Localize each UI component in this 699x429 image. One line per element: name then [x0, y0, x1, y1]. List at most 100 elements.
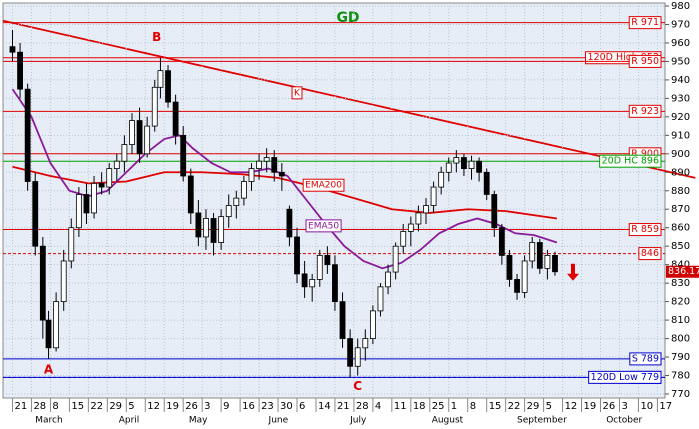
- candle-body: [339, 301, 346, 339]
- y-tick-label: 970: [671, 19, 690, 30]
- candle-body: [187, 175, 194, 214]
- x-tick-label: 28: [356, 401, 369, 412]
- annotation: K: [294, 88, 301, 98]
- x-tick-label: 23: [261, 401, 274, 412]
- ema-line: [12, 165, 558, 220]
- level-label-box: [628, 54, 662, 68]
- x-tick-label: 26: [603, 401, 616, 412]
- level-label-box: [638, 247, 662, 261]
- current-price-label: 836.17: [668, 266, 699, 277]
- candle-body: [144, 125, 151, 155]
- x-tick-label: 9: [223, 401, 229, 412]
- candle-body: [445, 162, 452, 173]
- candle-body: [385, 271, 391, 288]
- level-label-box: [599, 154, 662, 168]
- month-label: April: [119, 416, 140, 426]
- candle-body: [506, 255, 513, 280]
- candle-body: [294, 236, 300, 275]
- y-tick-label: 930: [671, 93, 690, 104]
- annotation-box: [302, 178, 345, 192]
- x-tick-label: 25: [432, 401, 445, 412]
- annotation-box: [305, 219, 342, 233]
- x-tick-label: 29: [527, 401, 540, 412]
- x-tick-label: 12: [565, 401, 578, 412]
- candle-body: [225, 205, 232, 218]
- x-tick-label: 8: [470, 401, 476, 412]
- candle-body: [347, 338, 354, 367]
- candle-body: [529, 242, 536, 262]
- candle-body: [68, 227, 75, 262]
- current-price-box: [666, 265, 699, 278]
- y-tick-label: 940: [671, 75, 690, 86]
- y-tick-label: 900: [671, 149, 690, 160]
- x-tick-label: 19: [166, 401, 179, 412]
- candle-body: [256, 160, 262, 169]
- y-tick-label: 950: [671, 56, 690, 67]
- x-tick-label: 1: [451, 401, 457, 412]
- candle-body: [218, 216, 225, 243]
- candle-body: [521, 260, 528, 293]
- annotation-box: [291, 86, 303, 100]
- candle-body: [354, 347, 361, 367]
- candle-body: [91, 182, 97, 214]
- level-label-box: [629, 352, 662, 366]
- candle-body: [210, 218, 217, 243]
- candle-body: [136, 120, 143, 155]
- candle-body: [468, 160, 475, 169]
- trendline: [2, 19, 696, 179]
- candle-body: [476, 160, 483, 173]
- candle-body: [536, 242, 543, 269]
- level-label: 20D HC 896: [602, 156, 659, 167]
- candle-body: [514, 279, 520, 293]
- y-tick-label: 980: [671, 1, 690, 12]
- month-label: October: [606, 416, 642, 426]
- y-tick-label: 920: [671, 112, 690, 123]
- candle-body: [271, 157, 278, 173]
- candle-body: [9, 46, 16, 53]
- x-tick-label: 5: [128, 401, 134, 412]
- month-label: June: [268, 416, 289, 426]
- month-label: May: [189, 416, 208, 426]
- y-tick-label: 830: [671, 278, 690, 289]
- candle-body: [53, 301, 60, 349]
- ema-line: [11, 88, 558, 270]
- x-tick-label: 10: [640, 401, 653, 412]
- x-tick-label: 15: [71, 401, 84, 412]
- candle-body: [309, 279, 316, 288]
- x-tick-label: 11: [394, 401, 407, 412]
- x-tick-label: 8: [52, 401, 58, 412]
- candle-body: [157, 70, 164, 88]
- candle-body: [552, 255, 558, 273]
- month-label: September: [517, 416, 567, 426]
- level-label: S 789: [632, 353, 659, 364]
- candle-body: [423, 205, 429, 214]
- level-label: R 859: [631, 224, 659, 235]
- x-tick-label: 18: [413, 401, 426, 412]
- candle-body: [24, 88, 31, 182]
- level-label: R 923: [631, 106, 659, 117]
- level-label: R 950: [631, 56, 659, 67]
- y-tick-label: 960: [671, 38, 690, 49]
- y-tick-label: 910: [671, 130, 690, 141]
- x-tick-label: 16: [242, 401, 255, 412]
- x-tick-label: 19: [584, 401, 597, 412]
- level-label-box: [628, 104, 662, 118]
- x-tick-label: 4: [375, 401, 381, 412]
- x-tick-label: 15: [489, 401, 502, 412]
- y-tick-label: 890: [671, 167, 690, 178]
- x-tick-label: 3: [621, 401, 627, 412]
- candle-body: [332, 264, 338, 303]
- candle-body: [415, 212, 422, 225]
- candle-body: [98, 182, 105, 188]
- x-tick-label: 12: [147, 401, 160, 412]
- candle-body: [438, 171, 445, 188]
- candle-body: [45, 319, 52, 349]
- candle-body: [129, 120, 135, 145]
- candle-body: [75, 194, 82, 229]
- candle-body: [263, 157, 270, 162]
- y-tick-label: 800: [671, 334, 690, 345]
- level-label: 120D High 952: [588, 52, 659, 63]
- candle-body: [278, 171, 285, 177]
- y-tick-label: 810: [671, 315, 690, 326]
